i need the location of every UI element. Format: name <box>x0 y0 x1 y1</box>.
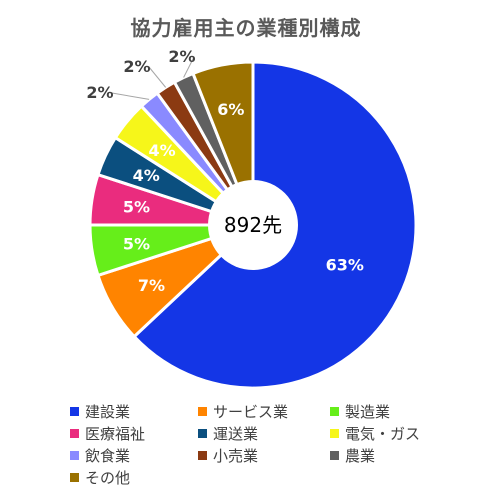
leader-line <box>111 92 150 100</box>
legend-swatch <box>70 429 79 438</box>
legend-label: 飲食業 <box>85 447 131 465</box>
legend-item: その他 <box>70 468 198 487</box>
legend-item: 飲食業 <box>70 446 198 465</box>
legend-label: 製造業 <box>345 403 391 421</box>
legend: 建設業 サービス業 製造業医療福祉 運送業 電気・ガス飲食業 小売業 農業その他 <box>70 402 470 487</box>
slice-data-label: 2% <box>86 83 113 102</box>
legend-label: 建設業 <box>85 403 131 421</box>
center-label: 892先 <box>224 213 282 237</box>
legend-swatch <box>198 451 207 460</box>
legend-item: 農業 <box>330 446 460 465</box>
legend-swatch <box>70 451 79 460</box>
slice-data-label: 5% <box>123 198 150 217</box>
legend-label: 小売業 <box>213 447 259 465</box>
legend-item: サービス業 <box>198 402 330 421</box>
legend-item: 建設業 <box>70 402 198 421</box>
slice-data-label: 4% <box>133 166 160 185</box>
donut-hole <box>208 180 298 270</box>
legend-label: 農業 <box>345 447 376 465</box>
legend-label: 運送業 <box>213 425 259 443</box>
pie-chart: 63% 7% 5% 5% 4% 4% 2% 2% 2% 6% 892先 <box>86 47 418 390</box>
legend-label: その他 <box>85 469 131 487</box>
legend-item: 電気・ガス <box>330 424 460 443</box>
legend-swatch <box>198 407 207 416</box>
legend-item: 小売業 <box>198 446 330 465</box>
leader-line <box>183 56 195 78</box>
legend-swatch <box>330 429 339 438</box>
slice-data-label: 2% <box>168 47 195 66</box>
legend-swatch <box>330 407 339 416</box>
slice-data-label: 6% <box>217 100 244 119</box>
chart-title: 協力雇用主の業種別構成 <box>130 16 362 40</box>
legend-label: 電気・ガス <box>345 425 421 443</box>
legend-item: 運送業 <box>198 424 330 443</box>
slice-data-label: 63% <box>326 256 364 275</box>
slice-data-label: 7% <box>138 276 165 295</box>
legend-swatch <box>198 429 207 438</box>
slice-data-label: 2% <box>123 57 150 76</box>
legend-item: 医療福祉 <box>70 424 198 443</box>
legend-label: サービス業 <box>213 403 289 421</box>
slice-data-label: 4% <box>148 141 175 160</box>
legend-swatch <box>70 473 79 482</box>
legend-item: 製造業 <box>330 402 460 421</box>
leader-line <box>148 66 167 88</box>
slice-data-label: 5% <box>123 234 150 253</box>
legend-swatch <box>70 407 79 416</box>
legend-swatch <box>330 451 339 460</box>
legend-label: 医療福祉 <box>85 425 146 443</box>
